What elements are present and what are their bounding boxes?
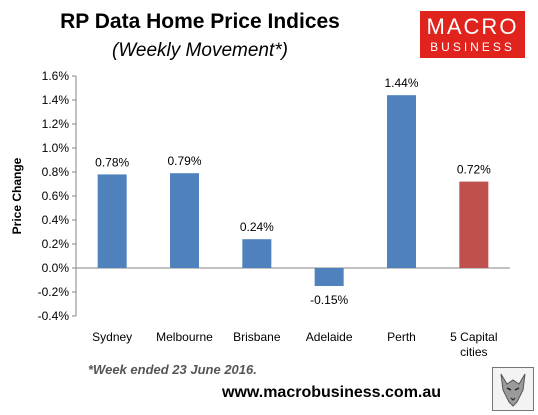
y-axis-title: Price Change: [10, 157, 24, 234]
y-tick-label: -0.2%: [38, 285, 70, 299]
chart-subtitle: (Weekly Movement*): [112, 40, 288, 61]
logo-line-2: BUSINESS: [430, 40, 515, 54]
x-tick-label: Melbourne: [156, 330, 213, 344]
data-label: 1.44%: [384, 76, 418, 90]
y-tick-label: 1.0%: [42, 141, 70, 155]
website-url: www.macrobusiness.com.au: [222, 384, 442, 401]
y-tick-label: 0.8%: [42, 165, 70, 179]
logo-line-1: MACRO: [426, 14, 519, 39]
x-tick-label: Brisbane: [233, 330, 281, 344]
bar: [242, 239, 272, 268]
y-tick-label: 0.2%: [42, 237, 70, 251]
y-tick-label: 0.4%: [42, 213, 70, 227]
chart-title: RP Data Home Price Indices: [60, 10, 340, 33]
x-tick-label: Adelaide: [306, 330, 353, 344]
x-tick-label: cities: [460, 345, 487, 359]
x-tick-label: Perth: [387, 330, 416, 344]
bar: [459, 181, 489, 268]
bar: [314, 268, 344, 286]
x-tick-label: 5 Capital: [450, 330, 497, 344]
data-label: 0.72%: [457, 163, 491, 177]
data-label: 0.79%: [167, 154, 201, 168]
y-tick-label: 1.2%: [42, 117, 70, 131]
y-tick-label: 0.6%: [42, 189, 70, 203]
y-tick-label: 1.6%: [42, 69, 70, 83]
y-tick-label: -0.4%: [38, 309, 70, 323]
bar: [387, 95, 416, 268]
footnote: *Week ended 23 June 2016.: [88, 362, 257, 377]
macrobusiness-logo: MACRO BUSINESS: [420, 11, 525, 58]
data-label: -0.15%: [310, 293, 348, 307]
x-tick-label: Sydney: [92, 330, 132, 344]
wolf-icon: [500, 373, 526, 407]
data-label: 0.78%: [95, 155, 129, 169]
wolf-logo: [492, 367, 534, 411]
data-label: 0.24%: [240, 220, 274, 234]
bar: [97, 174, 127, 268]
y-tick-label: 1.4%: [42, 93, 70, 107]
bar: [170, 173, 199, 268]
y-tick-label: 0.0%: [42, 261, 70, 275]
